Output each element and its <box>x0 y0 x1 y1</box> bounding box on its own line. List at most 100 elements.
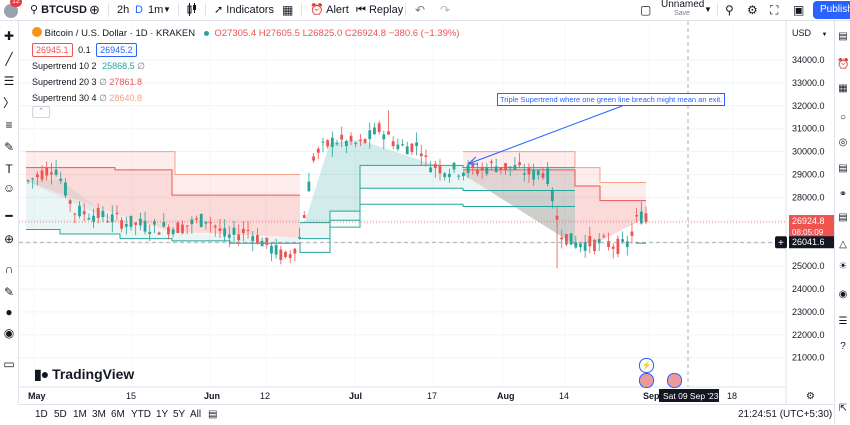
candle-body <box>630 231 634 236</box>
range-1d[interactable]: 1D <box>35 409 48 420</box>
add-alert-plus-icon[interactable] <box>775 236 787 249</box>
candle-type-icon[interactable] <box>186 0 198 20</box>
help-icon[interactable]: ? <box>840 341 846 352</box>
calendar-icon[interactable]: ▤ <box>838 163 848 174</box>
indicator-row-3[interactable]: Supertrend 30 4 ∅ 28640.8 <box>32 93 142 104</box>
trash-icon[interactable]: ▭ <box>3 357 15 371</box>
undo-icon[interactable]: ↶ <box>415 3 426 17</box>
annotation-callout[interactable]: Triple Supertrend where one green line b… <box>497 93 726 106</box>
zoom-in-icon[interactable]: ⊕ <box>3 232 15 246</box>
quick-search-icon[interactable]: ⚲ <box>725 3 734 17</box>
candle-body <box>68 200 72 204</box>
chat-icon[interactable]: ○ <box>839 112 847 123</box>
legend-title: Bitcoin / U.S. Dollar · 1D · KRAKEN <box>44 28 196 39</box>
candle-body <box>377 123 381 133</box>
magnet-icon[interactable]: ∩ <box>4 262 14 276</box>
candle-body <box>405 146 409 155</box>
indicator-row-2[interactable]: Supertrend 20 3 ∅ 27861.8 <box>32 77 142 88</box>
indicator-value: 27861.8 <box>109 77 142 87</box>
replay-button[interactable]: ⏮ Replay <box>356 0 403 20</box>
interval-1m[interactable]: 1m <box>148 4 164 16</box>
user-avatar[interactable] <box>3 0 21 20</box>
candle-body <box>321 141 325 143</box>
range-1m[interactable]: 1M <box>73 409 87 420</box>
eye-icon[interactable]: ◉ <box>3 326 15 340</box>
ruler-icon[interactable]: ━ <box>5 209 13 223</box>
ask-button[interactable]: 26945.2 <box>96 43 137 57</box>
candle-body <box>134 222 138 225</box>
layout-icon[interactable]: ▢ <box>640 3 652 17</box>
camera-icon[interactable]: ▣ <box>793 3 805 17</box>
fib-icon[interactable]: ≡ <box>5 118 13 132</box>
candle-body <box>293 248 297 254</box>
candle-body <box>167 227 170 235</box>
symbol-search[interactable]: ⚲ BTCUSD <box>30 0 87 20</box>
date-range-icon[interactable]: ▤ <box>208 409 218 420</box>
candle-body <box>611 246 615 249</box>
market-status-icon <box>203 31 209 36</box>
crosshair-icon[interactable]: ✚ <box>3 29 15 43</box>
candle-body <box>143 220 147 232</box>
screener-icon[interactable]: ⚭ <box>838 189 848 200</box>
annotation-arrow[interactable] <box>467 105 623 165</box>
range-5d[interactable]: 5D <box>54 409 67 420</box>
ideas-icon[interactable]: ◎ <box>838 137 848 148</box>
axis-settings-gear-icon[interactable]: ⚙ <box>806 391 815 402</box>
alerts-clock-icon[interactable]: ⏰ <box>837 59 850 70</box>
interval-2h[interactable]: 2h <box>117 4 130 16</box>
interval-1d[interactable]: D <box>135 4 143 16</box>
data-window-icon[interactable]: ▦ <box>838 83 848 94</box>
indicator-row-1[interactable]: Supertrend 10 2 25868.5 ∅ <box>32 61 145 72</box>
candle-body <box>550 189 554 202</box>
fullscreen-icon[interactable]: ⛶ <box>770 3 779 17</box>
text-tool-icon[interactable]: T <box>5 162 13 176</box>
alert-button[interactable]: ⏰ Alert <box>310 0 349 20</box>
hotlist-icon[interactable]: ◉ <box>838 289 848 300</box>
range-1y[interactable]: 1Y <box>156 409 169 420</box>
horizontal-lines-icon[interactable]: ☰ <box>3 74 15 88</box>
settings-gear-icon[interactable]: ⚙ <box>747 3 758 17</box>
watchlist-icon[interactable]: ▤ <box>838 31 848 42</box>
price-tick-label: 33000.0 <box>792 78 825 88</box>
expand-icon[interactable]: ⇱ <box>838 403 848 414</box>
indicators-button[interactable]: ➚ Indicators <box>214 0 274 20</box>
templates-icon[interactable]: ☰ <box>838 316 848 327</box>
notifications-icon[interactable]: △ <box>839 239 847 250</box>
price-axis[interactable]: 34000.0 33000.0 32000.0 31000.0 30000.0 29000… <box>775 21 834 404</box>
tradingview-watermark: ▮● TradingView <box>34 366 134 383</box>
drawing-toolbar: ✚ ╱ ☰ 〉 ≡ ✎ T ☺ ━ ⊕ ∩ ✎ ● ◉ ▭ <box>0 21 19 403</box>
currency-selector[interactable]: USD ▼ <box>792 28 827 38</box>
candle-body <box>124 223 128 227</box>
brush-icon[interactable]: ✎ <box>3 140 15 154</box>
candle-body <box>157 232 161 235</box>
pine-icon[interactable]: ☀ <box>838 261 848 272</box>
bid-button[interactable]: 26945.1 <box>32 43 73 57</box>
collapse-legend-icon[interactable]: ⌃ <box>32 106 50 118</box>
lock-icon[interactable]: ● <box>5 305 13 319</box>
compare-add-icon[interactable]: ⊕ <box>89 2 100 17</box>
layout-dropdown-icon[interactable]: ▼ <box>704 5 712 14</box>
stay-drawing-icon[interactable]: ✎ <box>3 285 15 299</box>
range-ytd[interactable]: YTD <box>131 409 151 420</box>
clock-timezone[interactable]: 21:24:51 (UTC+5:30) <box>738 409 833 420</box>
economic-event-flag-icon[interactable] <box>667 373 682 388</box>
supertrend-fill <box>463 169 646 245</box>
range-3m[interactable]: 3M <box>92 409 106 420</box>
emoji-icon[interactable]: ☺ <box>2 181 16 195</box>
interval-dropdown-icon[interactable]: ▼ <box>163 5 171 14</box>
redo-icon[interactable]: ↷ <box>440 3 451 17</box>
economic-event-flag-icon[interactable] <box>639 373 654 388</box>
news-icon[interactable]: ▤ <box>838 212 848 223</box>
time-axis[interactable]: May 15 Jun 12 Jul 17 Aug 14 Sep 18 Sat 09 Sep '23 ⚙ <box>19 386 815 402</box>
publish-button[interactable]: Publish <box>813 1 850 19</box>
range-6m[interactable]: 6M <box>111 409 125 420</box>
event-lightning-icon[interactable]: ⚡ <box>639 358 654 373</box>
layout-templates-icon[interactable]: ▦ <box>282 3 294 17</box>
range-5y[interactable]: 5Y <box>173 409 186 420</box>
candle-body <box>438 166 442 174</box>
range-all[interactable]: All <box>190 409 202 420</box>
pattern-icon[interactable]: 〉 <box>2 96 15 110</box>
trend-line-icon[interactable]: ╱ <box>5 52 13 66</box>
layout-name[interactable]: Unnamed <box>661 0 705 10</box>
